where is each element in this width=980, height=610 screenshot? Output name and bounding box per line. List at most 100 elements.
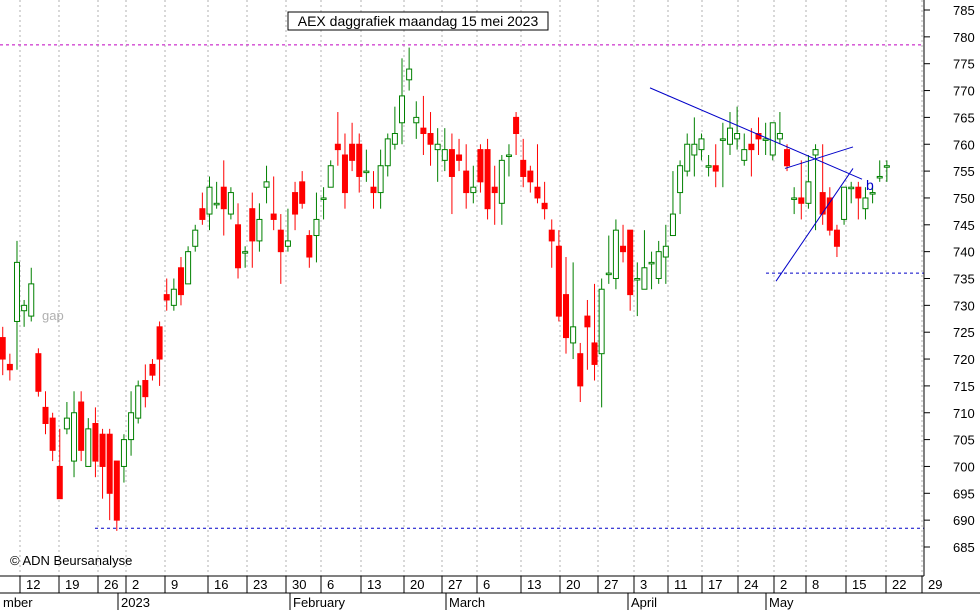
candle: [448, 133, 455, 215]
candle: [726, 112, 733, 155]
candle-body: [662, 245, 669, 258]
x-tick-label: 2: [780, 577, 787, 592]
candle: [691, 117, 698, 177]
candle: [862, 187, 869, 220]
candle: [192, 224, 199, 252]
candle-body: [363, 170, 370, 174]
candle: [0, 326, 6, 376]
candle-body: [299, 181, 306, 204]
x-tick-label: 8: [812, 577, 819, 592]
candle: [498, 154, 505, 225]
chart-title-box: [287, 11, 549, 31]
candle: [855, 181, 862, 220]
chart-title: AEX daggrafiek maandag 15 mei 2023: [298, 13, 539, 29]
candle: [791, 187, 798, 215]
candle-body: [227, 192, 234, 215]
candle: [356, 133, 363, 193]
candle-body: [106, 433, 113, 494]
candle: [684, 133, 691, 177]
candle: [120, 434, 127, 483]
candle: [170, 278, 177, 311]
candle: [249, 192, 256, 268]
candle: [42, 391, 49, 435]
candle-body: [833, 229, 840, 247]
candle: [227, 187, 234, 220]
candle-body: [71, 412, 78, 462]
y-tick-label: 785: [953, 3, 975, 18]
x-tick-label: 17: [708, 577, 722, 592]
candle-body: [263, 181, 270, 188]
candle-body: [869, 192, 876, 195]
candle-body: [620, 245, 627, 253]
candle: [199, 192, 206, 225]
candle-body: [841, 186, 848, 220]
candle: [876, 160, 883, 182]
candle-body: [584, 315, 591, 328]
candle-body: [113, 460, 120, 521]
candle-body: [798, 197, 805, 204]
candle-body: [598, 288, 605, 355]
candle: [235, 203, 242, 279]
x-tick-label: 12: [26, 577, 40, 592]
candle-body: [56, 465, 63, 500]
candle-body: [213, 202, 220, 206]
y-tick-label: 745: [953, 218, 975, 233]
candle: [399, 58, 406, 145]
candle: [270, 176, 277, 231]
candle: [128, 391, 135, 456]
candle: [776, 112, 783, 145]
month-label: March: [449, 595, 485, 610]
candle: [784, 144, 791, 172]
candle: [477, 144, 484, 193]
candle: [719, 122, 726, 188]
x-tick-label: 20: [410, 577, 424, 592]
candle-body: [249, 208, 256, 242]
candle: [555, 230, 562, 322]
y-tick-label: 740: [953, 245, 975, 260]
candle: [142, 364, 149, 408]
candle-body: [748, 143, 755, 151]
candle: [384, 133, 391, 177]
falling-trendline: [649, 87, 863, 180]
candle: [741, 133, 748, 166]
candle-body: [206, 186, 213, 215]
candle-body: [242, 251, 249, 254]
candle: [605, 235, 612, 284]
candle-body: [420, 127, 427, 135]
candle-body: [192, 229, 199, 247]
candle-body: [477, 149, 484, 183]
candle-body: [776, 133, 783, 140]
candle-body: [741, 149, 748, 161]
candle-body: [577, 353, 584, 387]
candle: [434, 128, 441, 182]
candle-body: [769, 122, 776, 156]
candle: [185, 246, 192, 285]
x-tick-label: 13: [367, 577, 381, 592]
candle: [85, 418, 92, 467]
candle-body: [441, 149, 448, 161]
candle-body: [705, 165, 712, 168]
candle: [320, 187, 327, 220]
candle-body: [534, 186, 541, 199]
candle-body: [470, 186, 477, 194]
candle-body: [13, 261, 20, 322]
x-tick-label: 3: [640, 577, 647, 592]
candle: [242, 246, 249, 268]
candle: [641, 230, 648, 290]
candle-body: [862, 197, 869, 210]
candle-body: [484, 149, 491, 210]
candle: [598, 278, 605, 408]
candle-body: [434, 143, 441, 151]
x-tick-label: 22: [892, 577, 906, 592]
candle: [213, 181, 220, 209]
candle: [769, 122, 776, 161]
candle: [306, 230, 313, 268]
candle: [520, 138, 527, 188]
candle-body: [320, 197, 327, 200]
candle: [106, 428, 113, 521]
candle-body: [370, 186, 377, 194]
candle: [612, 219, 619, 290]
candle: [28, 267, 35, 322]
candle-body: [163, 294, 170, 301]
